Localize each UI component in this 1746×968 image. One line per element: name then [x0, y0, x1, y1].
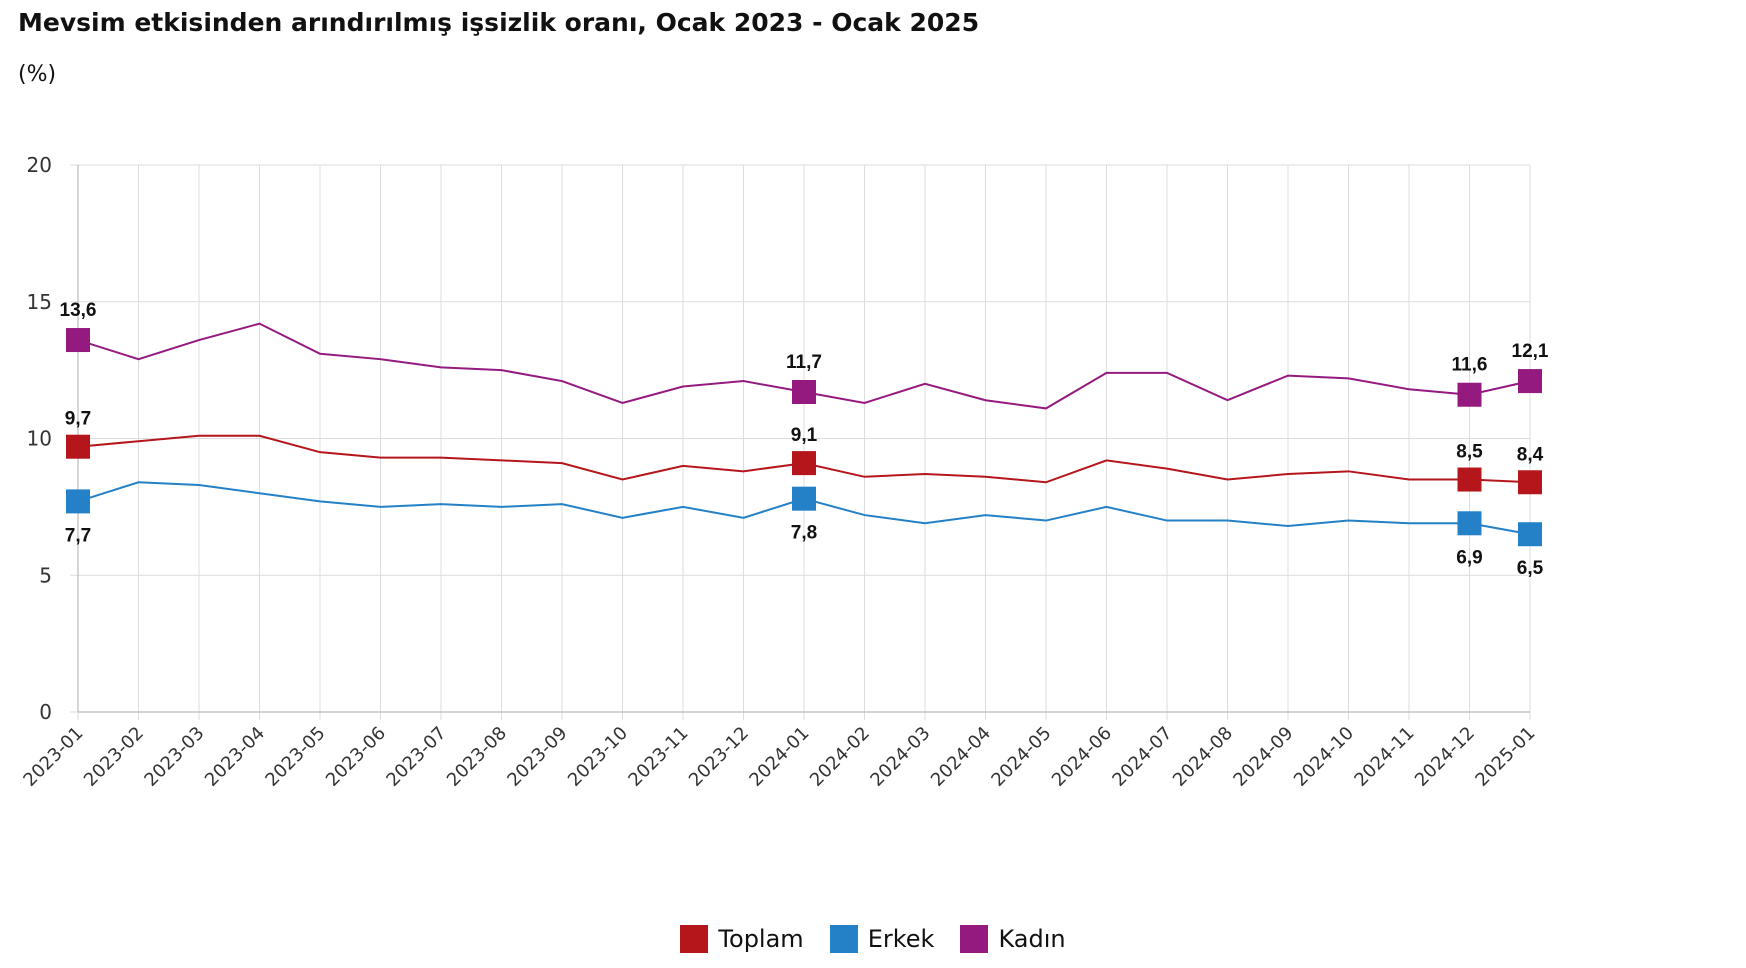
chart-title: Mevsim etkisinden arındırılmış işsizlik …: [18, 8, 980, 37]
data-label: 7,8: [791, 523, 817, 544]
data-label: 8,4: [1517, 444, 1544, 465]
data-point-marker: [66, 489, 90, 514]
x-tick-label: 2024-04: [927, 723, 995, 791]
x-tick-label: 2024-06: [1048, 723, 1116, 791]
data-point-marker: [66, 328, 90, 353]
data-label: 8,5: [1456, 442, 1483, 463]
data-point-marker: [66, 434, 90, 459]
x-axis: 2023-012023-022023-032023-042023-052023-…: [19, 723, 1539, 791]
data-label: 9,1: [791, 425, 818, 446]
x-tick-label: 2023-08: [443, 723, 511, 791]
x-tick-label: 2024-05: [987, 723, 1055, 791]
data-point-marker: [792, 380, 816, 405]
legend-swatch-toplam: [680, 925, 709, 953]
x-tick-label: 2024-12: [1411, 723, 1479, 791]
data-label: 6,5: [1517, 558, 1544, 579]
data-label: 6,9: [1456, 547, 1482, 568]
data-label: 13,6: [60, 300, 97, 321]
y-tick-label: 0: [39, 700, 52, 724]
data-point-marker: [1518, 470, 1542, 495]
y-axis: 0 5 10 15 20: [27, 153, 52, 724]
data-point-marker: [792, 451, 816, 476]
legend-swatch-kadin: [960, 925, 989, 953]
data-label: 11,7: [786, 352, 822, 373]
x-tick-label: 2024-11: [1350, 723, 1418, 791]
y-tick-label: 10: [27, 427, 52, 451]
series-markers: [66, 328, 1542, 547]
data-label: 9,7: [65, 409, 91, 430]
data-point-marker: [1518, 369, 1542, 394]
x-tick-label: 2024-10: [1290, 723, 1358, 791]
legend-label: Toplam: [718, 925, 804, 953]
legend: Toplam Erkek Kadın: [0, 925, 1746, 953]
data-labels: 9,7 9,1 8,5 8,4 7,7 7,8 6,9 6,5 13,6 11,7 11,6 12,1: [60, 300, 1549, 579]
x-tick-label: 2023-05: [261, 723, 329, 791]
y-tick-label: 20: [27, 153, 52, 177]
x-tick-label: 2023-11: [624, 723, 692, 791]
y-tick-label: 5: [39, 563, 52, 587]
data-point-marker: [1457, 467, 1482, 492]
grid: [70, 164, 1531, 720]
x-tick-label: 2025-01: [1471, 723, 1539, 791]
data-point-marker: [792, 486, 816, 511]
legend-item-erkek[interactable]: Erkek: [829, 925, 935, 953]
x-tick-label: 2023-09: [503, 723, 571, 791]
x-tick-label: 2024-01: [745, 723, 813, 791]
x-tick-label: 2024-02: [806, 723, 874, 791]
data-point-marker: [1457, 382, 1482, 407]
y-tick-label: 15: [27, 290, 52, 314]
x-tick-label: 2023-12: [685, 723, 753, 791]
data-label: 12,1: [1512, 341, 1549, 362]
legend-item-kadin[interactable]: Kadın: [960, 925, 1066, 953]
x-tick-label: 2023-03: [140, 723, 208, 791]
x-tick-label: 2024-08: [1169, 723, 1237, 791]
legend-label: Kadın: [998, 925, 1066, 953]
x-tick-label: 2023-07: [382, 723, 450, 791]
x-tick-label: 2023-02: [80, 723, 148, 791]
x-tick-label: 2023-01: [19, 723, 87, 791]
x-tick-label: 2023-10: [564, 723, 632, 791]
unit-label: (%): [18, 62, 57, 87]
x-tick-label: 2023-06: [322, 723, 390, 791]
data-label: 7,7: [65, 525, 91, 546]
x-tick-label: 2024-09: [1229, 723, 1297, 791]
data-point-marker: [1518, 522, 1542, 547]
data-point-marker: [1457, 511, 1482, 536]
legend-swatch-erkek: [829, 925, 858, 953]
x-tick-label: 2023-04: [201, 723, 269, 791]
legend-item-toplam[interactable]: Toplam: [680, 925, 804, 953]
x-tick-label: 2024-07: [1108, 723, 1176, 791]
x-tick-label: 2024-03: [866, 723, 934, 791]
data-label: 11,6: [1452, 355, 1488, 376]
legend-label: Erkek: [867, 925, 935, 953]
